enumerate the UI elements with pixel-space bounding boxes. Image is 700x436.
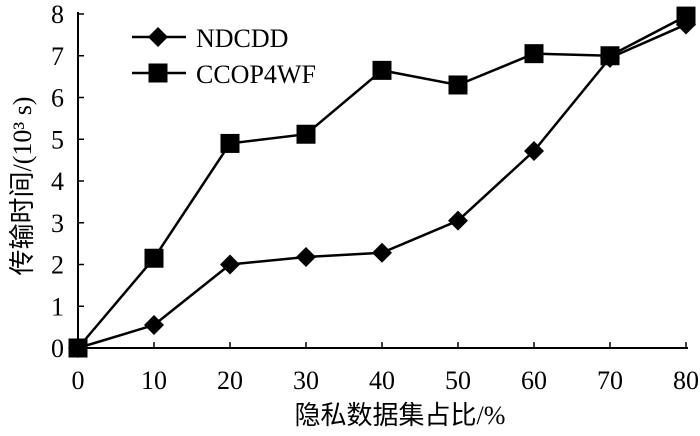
point-ccop4wf-60	[524, 44, 544, 64]
x-tick-label-40: 40	[369, 366, 395, 395]
y-tick-label-7: 7	[51, 42, 64, 71]
y-tick-label-8: 8	[51, 0, 64, 29]
legend-entry-ndcdd: NDCDD	[132, 24, 288, 53]
point-ccop4wf-30	[296, 124, 316, 144]
x-tick-label-0: 0	[72, 366, 85, 395]
point-ndcdd-50	[448, 210, 468, 231]
x-axis-label: 隐私数据集占比/%	[295, 401, 506, 430]
axes	[77, 12, 688, 349]
legend-label-ccop4wf: CCOP4WF	[196, 60, 316, 89]
point-ndcdd-60	[524, 140, 544, 161]
y-tick-label-3: 3	[51, 209, 64, 238]
point-ccop4wf-20	[220, 133, 240, 153]
y-tick-label-6: 6	[51, 84, 64, 113]
y-tick-label-1: 1	[51, 292, 64, 321]
point-ndcdd-10	[144, 315, 164, 336]
point-ndcdd-20	[220, 254, 240, 275]
x-tick-label-20: 20	[217, 366, 243, 395]
y-tick-label-2: 2	[51, 251, 64, 280]
series-ccop4wf	[68, 6, 696, 358]
legend-label-ndcdd: NDCDD	[196, 24, 288, 53]
y-tick-label-0: 0	[51, 334, 64, 363]
x-tick-label-70: 70	[597, 366, 623, 395]
legend: NDCDD CCOP4WF	[132, 24, 316, 89]
legend-marker-ndcdd	[148, 27, 168, 47]
point-ndcdd-30	[296, 246, 316, 267]
point-ndcdd-40	[372, 242, 392, 263]
legend-marker-ccop4wf	[148, 63, 168, 83]
point-ccop4wf-10	[144, 248, 164, 268]
point-ccop4wf-40	[372, 60, 392, 80]
x-tick-label-50: 50	[445, 366, 471, 395]
legend-entry-ccop4wf: CCOP4WF	[132, 60, 316, 89]
x-tick-label-30: 30	[293, 366, 319, 395]
point-ccop4wf-70	[600, 46, 620, 66]
point-ccop4wf-50	[448, 75, 468, 95]
y-tick-label-4: 4	[51, 167, 64, 196]
y-axis-label: 传输时间/(10³ s)	[8, 97, 37, 276]
x-tick-label-60: 60	[521, 366, 547, 395]
point-ccop4wf-80	[676, 6, 696, 26]
point-ccop4wf-0	[68, 338, 88, 358]
x-tick-label-10: 10	[141, 366, 167, 395]
x-tick-label-80: 80	[673, 366, 699, 395]
y-tick-label-5: 5	[51, 125, 64, 154]
series-layer	[68, 6, 696, 358]
